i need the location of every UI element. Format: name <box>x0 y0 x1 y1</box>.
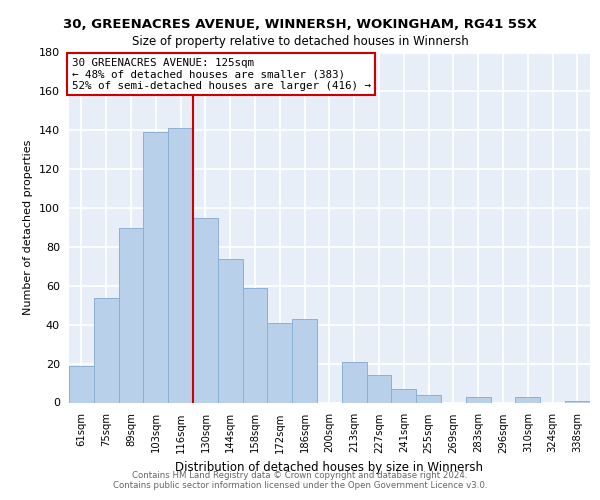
Bar <box>218 258 242 402</box>
Bar <box>143 132 168 402</box>
Bar <box>168 128 193 402</box>
Y-axis label: Number of detached properties: Number of detached properties <box>23 140 33 315</box>
Bar <box>466 396 491 402</box>
Bar <box>94 298 119 403</box>
Bar <box>119 228 143 402</box>
Bar <box>292 319 317 402</box>
Bar <box>69 366 94 403</box>
X-axis label: Distribution of detached houses by size in Winnersh: Distribution of detached houses by size … <box>175 461 484 474</box>
Bar <box>193 218 218 402</box>
Bar <box>268 323 292 402</box>
Text: Contains HM Land Registry data © Crown copyright and database right 2024.
Contai: Contains HM Land Registry data © Crown c… <box>113 470 487 490</box>
Bar <box>242 288 268 403</box>
Text: 30, GREENACRES AVENUE, WINNERSH, WOKINGHAM, RG41 5SX: 30, GREENACRES AVENUE, WINNERSH, WOKINGH… <box>63 18 537 30</box>
Bar <box>367 376 391 402</box>
Bar <box>342 362 367 403</box>
Bar <box>565 400 590 402</box>
Bar <box>391 389 416 402</box>
Text: Size of property relative to detached houses in Winnersh: Size of property relative to detached ho… <box>131 35 469 48</box>
Bar <box>515 396 540 402</box>
Text: 30 GREENACRES AVENUE: 125sqm
← 48% of detached houses are smaller (383)
52% of s: 30 GREENACRES AVENUE: 125sqm ← 48% of de… <box>71 58 371 91</box>
Bar <box>416 394 441 402</box>
